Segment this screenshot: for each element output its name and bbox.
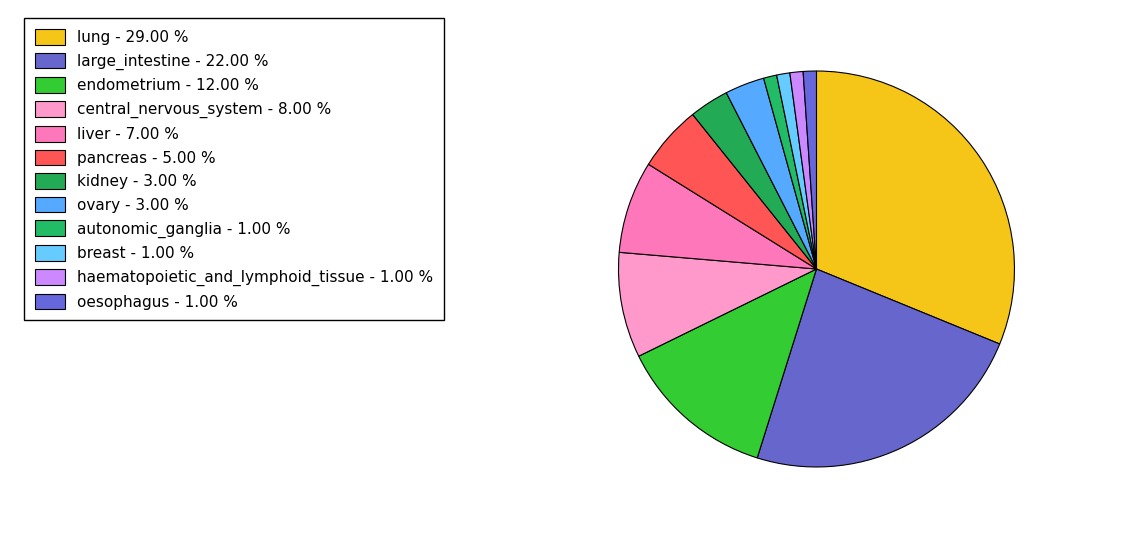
Wedge shape — [619, 164, 816, 269]
Wedge shape — [638, 269, 816, 458]
Wedge shape — [816, 71, 1015, 344]
Wedge shape — [693, 93, 816, 269]
Wedge shape — [789, 72, 816, 269]
Legend: lung - 29.00 %, large_intestine - 22.00 %, endometrium - 12.00 %, central_nervou: lung - 29.00 %, large_intestine - 22.00 … — [24, 18, 445, 320]
Wedge shape — [803, 71, 816, 269]
Wedge shape — [763, 75, 816, 269]
Wedge shape — [777, 73, 816, 269]
Wedge shape — [758, 269, 1000, 467]
Wedge shape — [618, 252, 816, 356]
Wedge shape — [649, 115, 816, 269]
Wedge shape — [726, 78, 816, 269]
